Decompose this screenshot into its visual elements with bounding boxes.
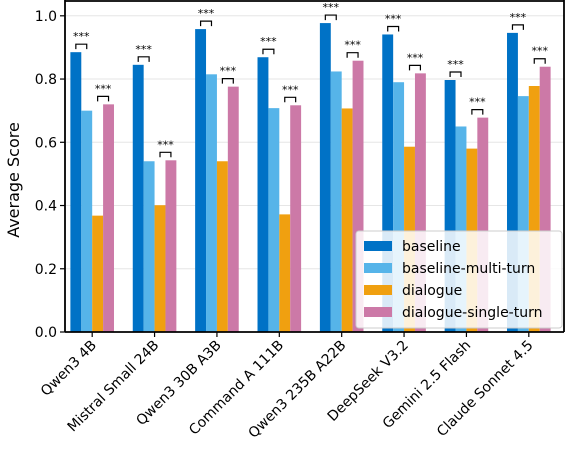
bar bbox=[216, 161, 228, 332]
significance-label: *** bbox=[447, 58, 464, 71]
significance-label: *** bbox=[198, 7, 215, 20]
legend-box bbox=[355, 230, 563, 329]
significance-bracket bbox=[408, 64, 422, 71]
bar bbox=[539, 66, 551, 333]
bar bbox=[444, 79, 456, 333]
significance-annotations: *** *** *** *** *** *** *** *** *** *** *** *** *** *… bbox=[73, 1, 548, 158]
y-tick-label: 1.0 bbox=[35, 9, 57, 25]
bar bbox=[330, 71, 342, 332]
bar bbox=[290, 105, 302, 332]
significance-label: *** bbox=[510, 11, 527, 24]
significance-label: *** bbox=[282, 83, 299, 96]
significance-bracket bbox=[511, 24, 524, 30]
y-tick-label: 0.4 bbox=[35, 199, 57, 215]
bar bbox=[279, 214, 291, 332]
legend-swatch bbox=[364, 263, 392, 273]
bar bbox=[414, 73, 426, 332]
bar bbox=[517, 96, 529, 332]
bar bbox=[195, 29, 207, 332]
bar bbox=[257, 57, 269, 333]
significance-bracket bbox=[137, 56, 150, 62]
bar bbox=[143, 161, 155, 332]
bar bbox=[455, 126, 467, 332]
y-tick-label: 0.2 bbox=[35, 262, 57, 278]
significance-label: *** bbox=[407, 51, 424, 64]
bar bbox=[382, 34, 394, 333]
bar bbox=[528, 86, 540, 332]
significance-bracket bbox=[284, 96, 297, 103]
significance-label: *** bbox=[95, 82, 112, 95]
significance-bracket bbox=[449, 71, 462, 77]
legend-swatch bbox=[364, 307, 392, 317]
legend-label: baseline bbox=[402, 239, 461, 255]
bar bbox=[352, 60, 364, 333]
bar bbox=[103, 104, 114, 332]
significance-label: *** bbox=[73, 30, 90, 43]
legend-swatch bbox=[364, 285, 392, 295]
bar bbox=[70, 52, 82, 333]
significance-bracket bbox=[324, 14, 337, 21]
significance-bracket bbox=[262, 48, 275, 55]
legend-swatch bbox=[364, 241, 392, 251]
bar bbox=[393, 82, 405, 332]
bar bbox=[319, 23, 331, 332]
significance-bracket bbox=[533, 58, 546, 64]
significance-bracket bbox=[75, 43, 88, 50]
legend-label: dialogue-single-turn bbox=[402, 305, 542, 321]
y-tick-label: 0.8 bbox=[35, 72, 57, 88]
legend-label: dialogue bbox=[402, 283, 462, 299]
significance-label: *** bbox=[260, 35, 277, 48]
significance-bracket bbox=[199, 20, 213, 27]
significance-label: *** bbox=[344, 39, 361, 52]
bar bbox=[507, 32, 518, 332]
significance-label: *** bbox=[323, 1, 340, 14]
bar bbox=[81, 110, 93, 333]
significance-label: *** bbox=[157, 138, 174, 151]
significance-label: *** bbox=[220, 65, 237, 78]
significance-label: *** bbox=[469, 96, 486, 109]
legend-label: baseline-multi-turn bbox=[402, 261, 535, 277]
bar bbox=[154, 205, 166, 332]
significance-bracket bbox=[346, 52, 359, 58]
significance-bracket bbox=[159, 151, 172, 158]
significance-bracket bbox=[387, 25, 400, 32]
significance-label: *** bbox=[531, 45, 548, 58]
y-tick-label: 0.0 bbox=[35, 325, 57, 341]
bar bbox=[165, 160, 177, 332]
bar bbox=[341, 108, 353, 332]
bar bbox=[477, 117, 489, 332]
bar bbox=[268, 108, 280, 332]
y-tick-label: 0.6 bbox=[35, 135, 57, 151]
bar bbox=[132, 64, 144, 333]
x-tick-label: Qwen3 4B bbox=[38, 338, 100, 400]
bar bbox=[206, 74, 217, 333]
y-axis-label: Average Score bbox=[4, 122, 23, 238]
bar bbox=[92, 215, 104, 332]
legend: baseline baseline-multi-turn dialogue dialo… bbox=[355, 230, 563, 329]
significance-label: *** bbox=[385, 12, 402, 25]
bar bbox=[227, 86, 239, 332]
significance-label: *** bbox=[135, 43, 152, 56]
significance-bracket bbox=[97, 95, 110, 102]
significance-bracket bbox=[471, 109, 484, 115]
significance-bracket bbox=[221, 78, 234, 84]
